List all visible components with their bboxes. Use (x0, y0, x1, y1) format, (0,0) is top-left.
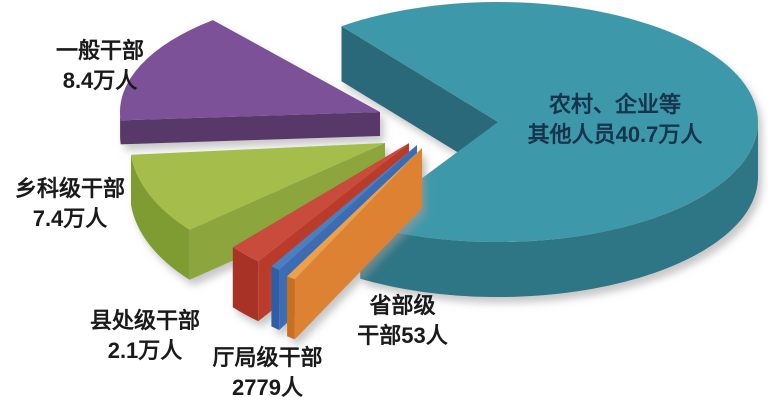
label-general-cadres: 一般干部 8.4万人 (20, 36, 180, 96)
label-county-cadres-line2: 2.1万人 (107, 338, 183, 363)
label-bureau-cadres-line1: 厅局级干部 (212, 345, 323, 370)
label-county-cadres: 县处级干部 2.1万人 (55, 306, 235, 366)
label-general-cadres-line2: 8.4万人 (62, 68, 138, 93)
label-provincial-cadres-line2: 干部53人 (357, 323, 448, 348)
pie-slice-provincial (287, 148, 422, 340)
label-township-cadres-line1: 乡科级干部 (14, 176, 125, 201)
label-rural-enterprise-line1: 农村、企业等 (548, 92, 681, 117)
label-rural-enterprise: 农村、企业等 其他人员40.7万人 (500, 90, 730, 150)
label-provincial-cadres: 省部级 干部53人 (330, 291, 475, 351)
label-provincial-cadres-line1: 省部级 (369, 293, 436, 318)
pie-slice-rural (341, 2, 759, 298)
label-bureau-cadres: 厅局级干部 2779人 (175, 343, 360, 403)
label-general-cadres-line1: 一般干部 (55, 38, 144, 63)
label-county-cadres-line1: 县处级干部 (89, 308, 200, 333)
label-township-cadres: 乡科级干部 7.4万人 (0, 174, 140, 234)
label-rural-enterprise-line2: 其他人员40.7万人 (527, 122, 703, 147)
pie-slice-general (119, 20, 380, 145)
label-bureau-cadres-line2: 2779人 (232, 375, 303, 400)
label-township-cadres-line2: 7.4万人 (32, 206, 108, 231)
